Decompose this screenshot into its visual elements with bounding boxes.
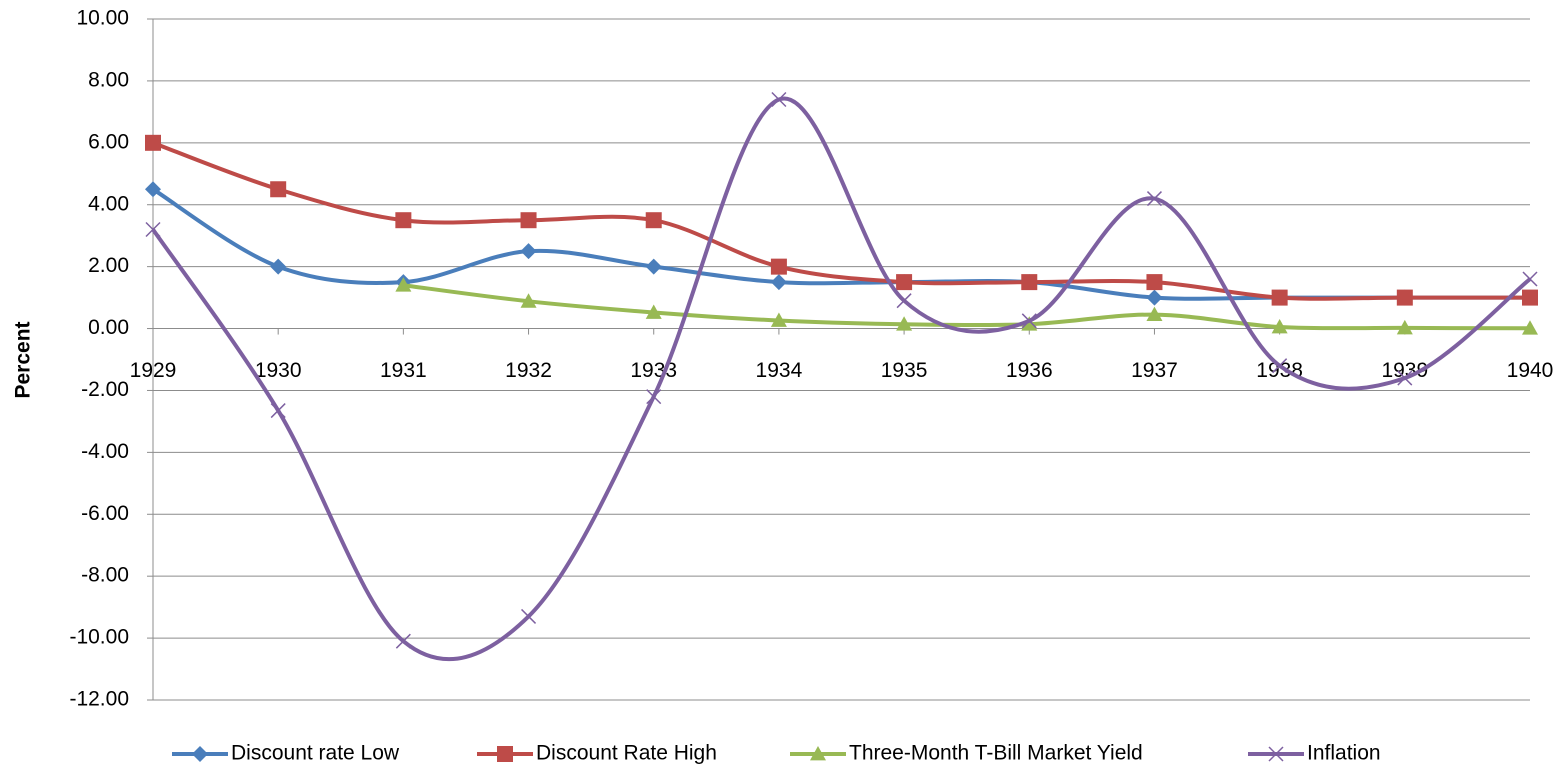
series-line [151,96,1532,662]
data-point [1146,306,1163,322]
data-point [1522,320,1538,335]
data-point [1146,191,1162,207]
x-tick-label: 1935 [881,359,928,382]
legend-label: Discount rate Low [231,742,400,765]
data-point [270,403,286,419]
y-tick-label: -8.00 [81,564,129,587]
series-line [151,187,1530,301]
x-tick-label: 1936 [1006,359,1053,382]
data-point [270,258,287,275]
y-tick-label: 10.00 [76,7,129,30]
y-tick-label: 4.00 [88,192,129,215]
data-point [270,181,287,198]
data-point [1397,370,1413,386]
data-point [770,258,787,275]
y-tick-label: 6.00 [88,130,129,153]
x-tick-label: 1934 [756,359,803,382]
data-point [1396,289,1413,306]
data-point [1396,319,1413,335]
legend-label: Discount Rate High [536,742,717,765]
data-point [145,221,161,238]
data-point [770,312,787,327]
data-point [645,304,662,319]
y-tick-label: -2.00 [81,378,129,401]
legend-marker [192,746,208,762]
data-point [771,91,787,108]
series-line [152,140,1530,301]
x-tick-label: 1937 [1131,359,1178,382]
x-tick-label: 1931 [380,359,427,382]
data-point [395,212,412,229]
legend-marker [810,746,826,761]
data-point [1146,289,1163,306]
data-point [1021,316,1038,331]
y-tick-label: -6.00 [81,502,129,525]
data-point [645,212,662,229]
data-point [896,316,913,331]
x-tick-label: 1932 [505,359,552,382]
data-point [1271,289,1288,306]
data-point [1522,289,1538,306]
y-tick-label: 8.00 [88,68,129,91]
data-point [896,293,912,309]
data-point [520,212,537,229]
data-point [896,274,913,291]
data-point [1021,313,1037,329]
legend-label: Inflation [1307,742,1381,765]
data-point [645,258,662,275]
data-point [1271,318,1288,334]
y-tick-label: -10.00 [69,626,129,649]
data-point [145,134,161,151]
x-tick-label: 1929 [130,359,177,382]
data-point [1021,274,1038,291]
data-point [1272,358,1288,374]
y-axis-title: Percent [12,321,35,398]
x-tick-label: 1938 [1256,359,1303,382]
y-tick-label: -4.00 [81,440,129,463]
x-tick-label: 1930 [255,359,302,382]
data-point [395,633,411,649]
data-point [646,389,662,405]
data-point [521,608,537,624]
legend-label: Three-Month T-Bill Market Yield [849,742,1143,765]
data-point [520,293,537,308]
data-point [770,274,787,291]
x-tick-label: 1939 [1381,359,1428,382]
data-point [520,243,537,260]
series-line [403,283,1531,331]
data-point [1522,271,1538,287]
legend-marker [1268,746,1284,762]
y-tick-label: 2.00 [88,254,129,277]
data-point [1146,274,1163,291]
data-point [145,181,161,198]
y-tick-label: 0.00 [88,316,129,339]
legend-marker [497,746,513,762]
x-tick-label: 1940 [1507,359,1554,382]
y-tick-label: -12.00 [69,688,129,711]
data-point [395,277,412,292]
